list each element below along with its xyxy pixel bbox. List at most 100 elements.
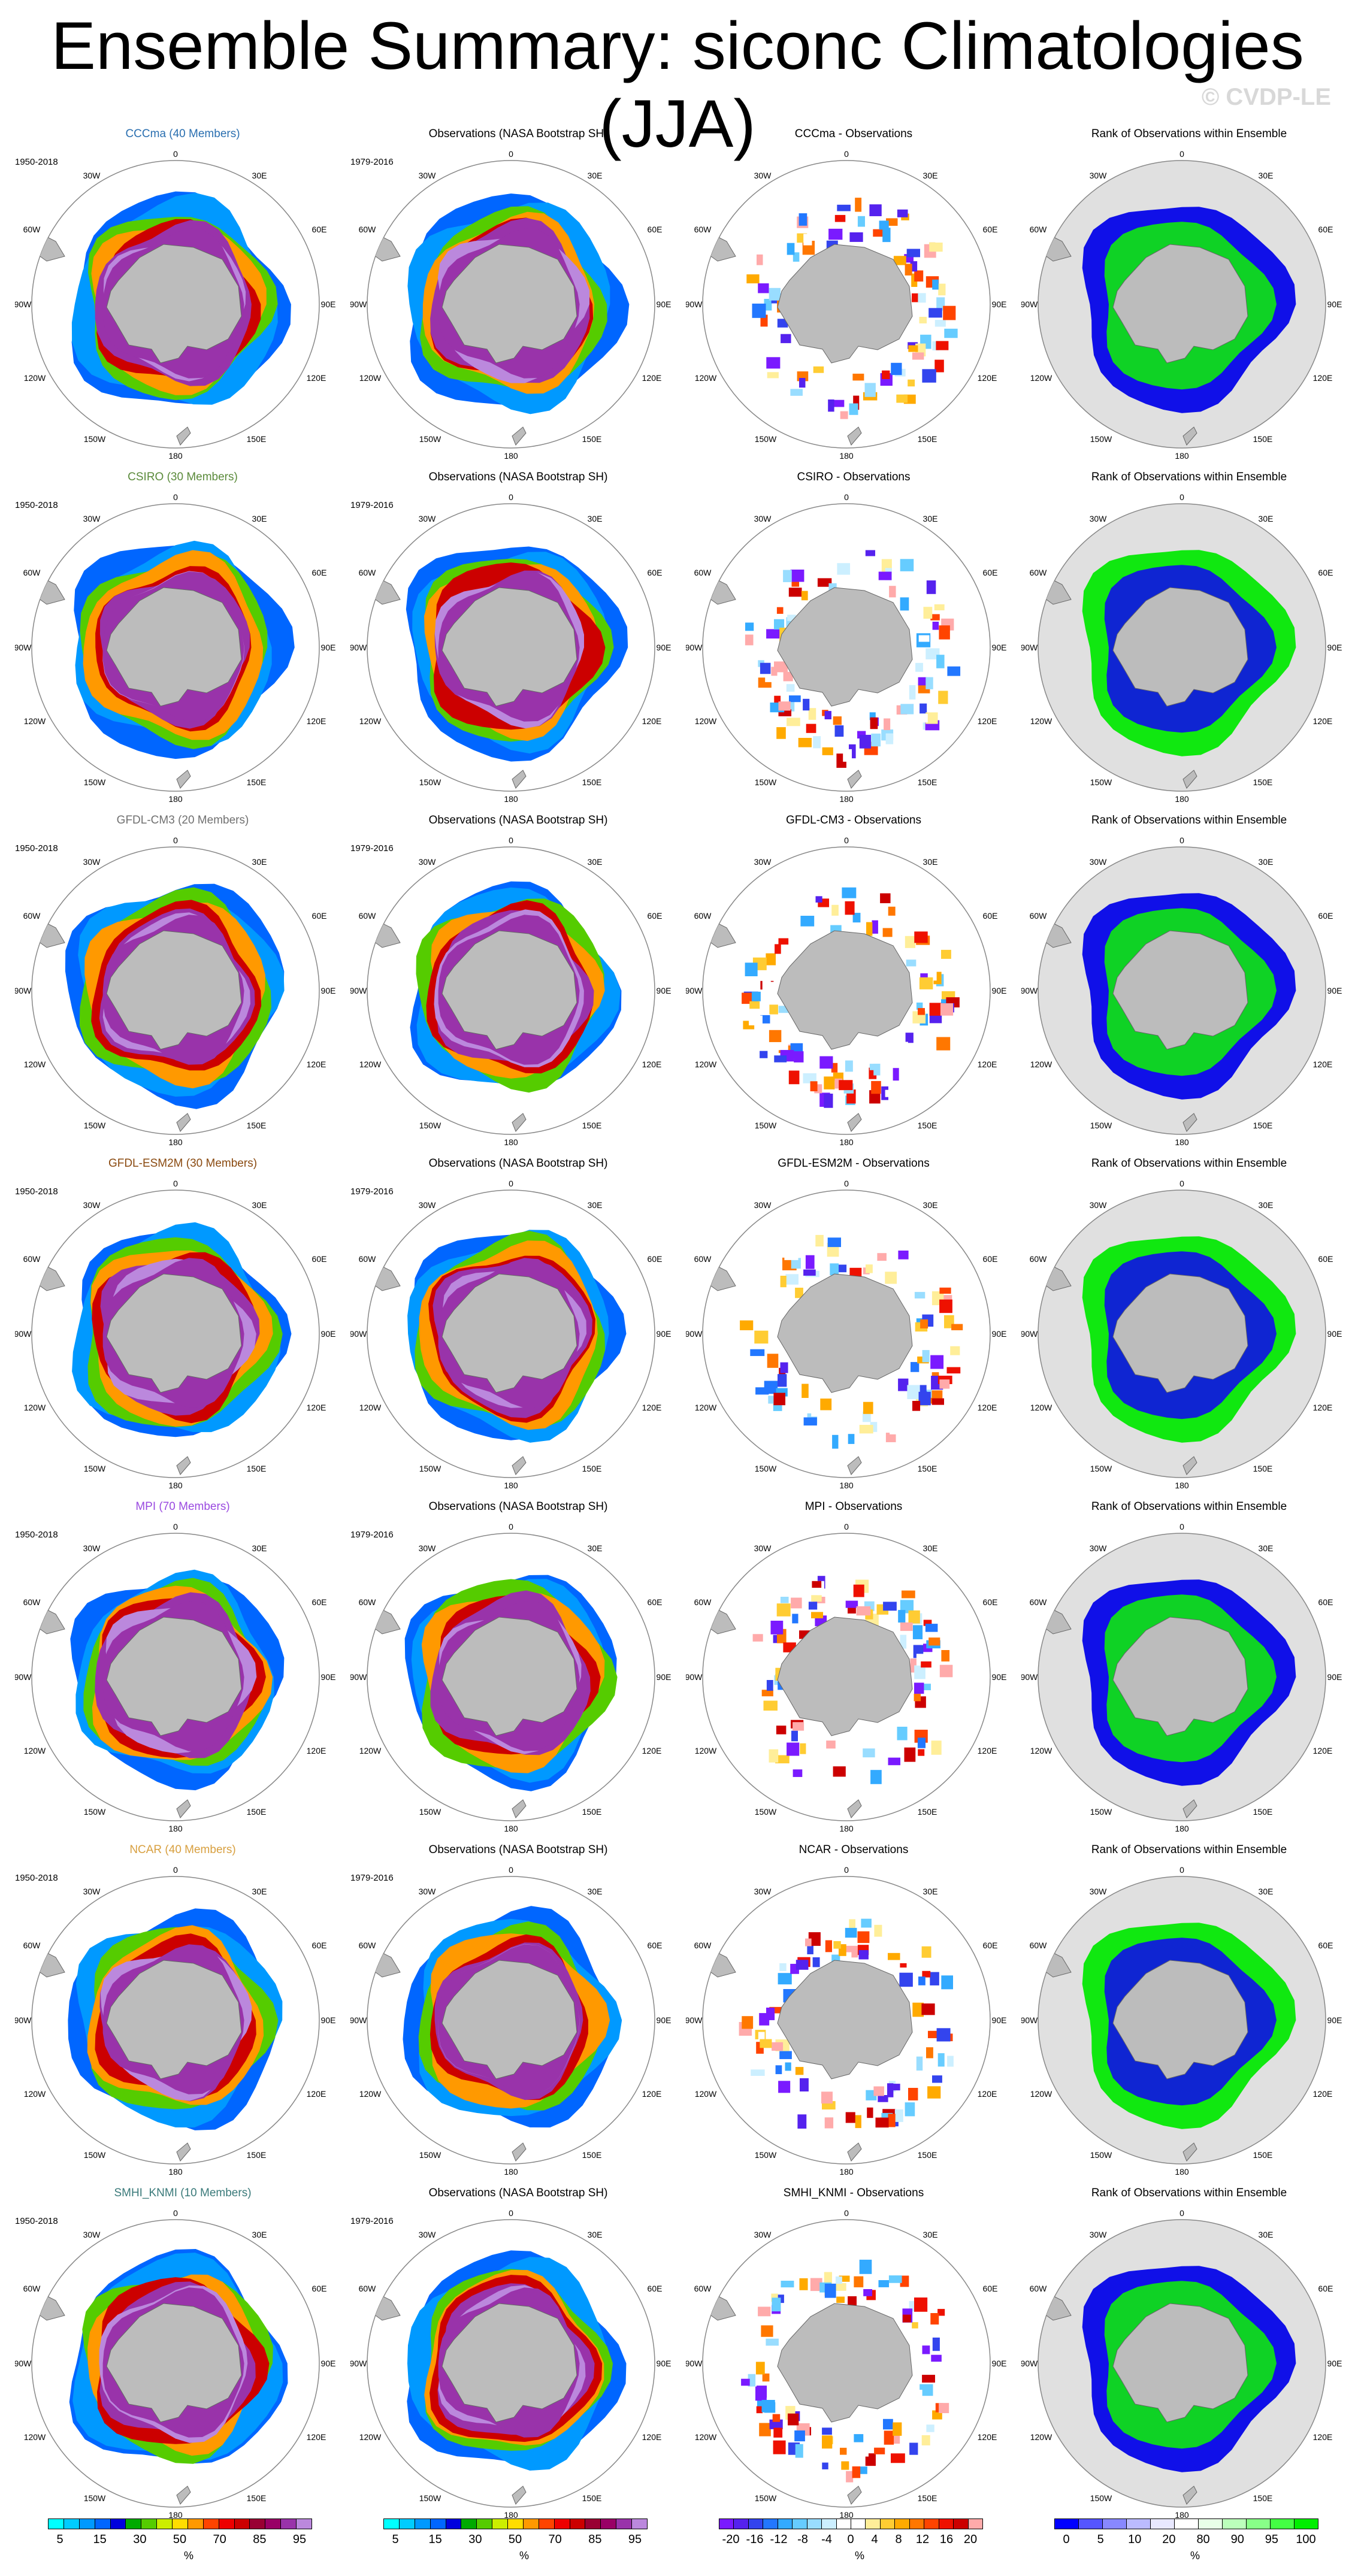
new-zealand-island — [847, 1456, 862, 1475]
difference-cell — [911, 1362, 920, 1372]
difference-cell — [852, 913, 861, 923]
longitude-label: 120E — [1313, 1403, 1333, 1412]
map-panel: GFDL-ESM2M - Observations 0 30W 30E 60W 60E 90… — [686, 1157, 1021, 1501]
difference-cell — [750, 2345, 763, 2359]
longitude-label: 150E — [1253, 1464, 1273, 1473]
longitude-label: 90E — [321, 986, 336, 995]
longitude-label: 150W — [419, 434, 441, 444]
map-panel: Rank of Observations within Ensemble 0 30W… — [1021, 470, 1355, 815]
map-panel: NCAR - Observations 0 30W 30E 60W 60E 90W 90E 12… — [686, 1843, 1021, 2187]
new-zealand-island — [847, 2486, 862, 2505]
difference-cell — [905, 1033, 914, 1043]
longitude-label: 60E — [648, 1597, 663, 1607]
difference-cell — [800, 2078, 809, 2091]
new-zealand-island — [847, 2142, 862, 2162]
difference-cell — [769, 1030, 782, 1042]
difference-cell — [921, 1946, 931, 1958]
new-zealand-island — [847, 770, 862, 789]
longitude-label: 90W — [350, 299, 367, 309]
antarctica-landmass — [777, 1960, 913, 2079]
longitude-label: 30E — [923, 857, 938, 867]
difference-cell — [918, 2364, 927, 2374]
colorbar-swatch — [296, 2519, 312, 2529]
difference-cell — [839, 2275, 850, 2282]
difference-cell — [874, 2447, 885, 2454]
difference-cell — [863, 1401, 873, 1414]
difference-cell — [790, 1052, 804, 1059]
longitude-label: 30W — [1090, 2230, 1108, 2239]
longitude-label: 0 — [844, 1522, 849, 1531]
difference-cell — [822, 2427, 832, 2435]
difference-cell — [789, 695, 801, 703]
difference-cell — [766, 629, 781, 639]
new-zealand-island — [1182, 770, 1197, 789]
difference-cell — [781, 334, 791, 343]
longitude-label: 180 — [504, 2510, 518, 2520]
difference-cell — [932, 1999, 942, 2007]
longitude-label: 150W — [1090, 777, 1112, 787]
longitude-label: 0 — [1179, 1865, 1184, 1875]
longitude-label: 90W — [686, 1329, 703, 1339]
colorbar-swatch — [187, 2519, 204, 2529]
difference-cell — [893, 1068, 899, 1081]
longitude-label: 60E — [983, 568, 998, 577]
difference-cell — [797, 2114, 807, 2129]
panel-title: GFDL-ESM2M (30 Members) — [108, 1157, 258, 1170]
colorbar-tick-label: 70 — [548, 2533, 562, 2546]
difference-cell — [878, 2280, 890, 2287]
difference-cell — [771, 667, 778, 679]
difference-cell — [939, 1287, 951, 1294]
difference-cell — [886, 218, 898, 226]
difference-cell — [800, 1743, 806, 1754]
difference-cell — [923, 607, 933, 619]
difference-cell — [778, 938, 789, 945]
longitude-label: 90W — [350, 1329, 367, 1339]
longitude-label: 120E — [307, 716, 326, 726]
longitude-label: 60E — [1318, 1254, 1333, 1264]
panel-title: GFDL-CM3 - Observations — [786, 814, 921, 827]
difference-cell — [928, 1637, 940, 1646]
difference-cell — [937, 1681, 944, 1696]
longitude-label: 90W — [15, 2359, 32, 2368]
longitude-label: 150W — [755, 2150, 777, 2160]
panel-title: Observations (NASA Bootstrap SH) — [428, 814, 608, 827]
longitude-label: 120E — [1313, 716, 1333, 726]
difference-cell — [870, 1422, 878, 1432]
longitude-label: 30E — [252, 514, 267, 523]
difference-cell — [824, 2272, 832, 2285]
difference-cell — [929, 243, 943, 252]
panel-title: CSIRO - Observations — [797, 471, 911, 483]
difference-cell — [824, 711, 831, 720]
new-zealand-island — [512, 2486, 527, 2505]
difference-cell — [938, 283, 946, 296]
difference-cell — [908, 2390, 923, 2397]
difference-cell — [788, 1070, 800, 1085]
difference-cell — [785, 1021, 798, 1036]
difference-cell — [919, 317, 927, 324]
longitude-label: 90E — [657, 1329, 672, 1339]
difference-cell — [914, 2297, 928, 2312]
difference-cell — [863, 1748, 875, 1758]
difference-cell — [808, 708, 816, 720]
difference-cell — [932, 341, 939, 351]
longitude-label: 150W — [755, 1464, 777, 1473]
difference-cell — [939, 1664, 953, 1678]
map-panel: Observations (NASA Bootstrap SH) 1979-201… — [350, 127, 686, 471]
longitude-label: 60W — [23, 911, 41, 921]
difference-cell — [931, 1398, 945, 1405]
difference-cell — [863, 2289, 873, 2296]
longitude-label: 150E — [247, 2493, 267, 2503]
longitude-label: 120E — [1313, 1746, 1333, 1755]
colorbar-tick-label: 95 — [628, 2533, 642, 2546]
difference-cell — [877, 1253, 887, 1261]
difference-cell — [889, 586, 896, 598]
difference-cell — [840, 1573, 852, 1582]
difference-cell — [862, 1411, 871, 1422]
difference-cell — [831, 399, 845, 407]
difference-cell — [794, 2430, 805, 2442]
longitude-label: 180 — [504, 794, 518, 804]
difference-cell — [775, 1755, 790, 1764]
longitude-label: 90E — [1327, 299, 1342, 309]
longitude-label: 30E — [588, 171, 603, 180]
difference-cell — [831, 904, 839, 916]
